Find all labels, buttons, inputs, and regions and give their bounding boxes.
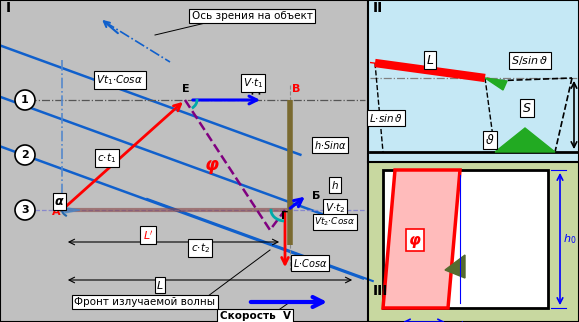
Text: Г: Г (281, 211, 288, 221)
Text: $L$: $L$ (426, 53, 434, 67)
Bar (368, 162, 579, 322)
Text: $L_0$: $L_0$ (459, 319, 472, 322)
Text: I: I (6, 1, 11, 15)
Polygon shape (383, 170, 460, 308)
Text: 2: 2 (21, 150, 29, 160)
Text: Е: Е (182, 84, 190, 94)
Text: $h{\cdot}Sin\alpha$: $h{\cdot}Sin\alpha$ (314, 139, 346, 151)
Text: $h$: $h$ (331, 179, 339, 191)
Circle shape (15, 200, 35, 220)
Text: $S$: $S$ (522, 101, 532, 115)
Text: 1: 1 (21, 95, 29, 105)
Text: III: III (373, 284, 389, 298)
Circle shape (15, 90, 35, 110)
Text: Фронт излучаемой волны: Фронт излучаемой волны (75, 297, 215, 307)
Text: $V{\cdot}t_2$: $V{\cdot}t_2$ (325, 201, 345, 215)
Text: В: В (292, 84, 301, 94)
Text: $c{\cdot}t_1$: $c{\cdot}t_1$ (97, 151, 116, 165)
Text: $L{\cdot}Cos\alpha$: $L{\cdot}Cos\alpha$ (292, 257, 327, 269)
Text: α: α (55, 195, 64, 208)
Text: $\vartheta$: $\vartheta$ (485, 133, 494, 147)
Text: $S/sin\,\vartheta$: $S/sin\,\vartheta$ (511, 53, 549, 67)
Text: $h_0$: $h_0$ (563, 232, 577, 246)
Bar (368, 0, 579, 162)
Text: $c{\cdot}t_2$: $c{\cdot}t_2$ (190, 241, 210, 255)
Text: II: II (373, 1, 383, 15)
Text: Д: Д (250, 84, 260, 94)
Text: φ: φ (409, 232, 421, 248)
Text: $L'$: $L'$ (142, 229, 153, 242)
Text: $Vt_1{\cdot}Cos\alpha$: $Vt_1{\cdot}Cos\alpha$ (97, 73, 144, 87)
Text: φ: φ (205, 156, 219, 174)
Text: А: А (52, 207, 61, 217)
Text: $L{\cdot}sin\,\vartheta$: $L{\cdot}sin\,\vartheta$ (369, 112, 403, 124)
Text: $V{\cdot}t_1$: $V{\cdot}t_1$ (243, 76, 263, 90)
Text: $Vt_2{\cdot}Cos\alpha$: $Vt_2{\cdot}Cos\alpha$ (314, 216, 356, 228)
Polygon shape (485, 78, 507, 90)
Text: Скорость  V: Скорость V (219, 311, 291, 321)
Polygon shape (445, 255, 465, 278)
Text: Б: Б (312, 191, 320, 201)
Polygon shape (64, 207, 80, 213)
Polygon shape (495, 128, 555, 152)
Bar (383, 170, 548, 308)
Bar (0, 0, 368, 322)
Text: Ось зрения на объект: Ось зрения на объект (192, 11, 313, 21)
Text: $L$: $L$ (156, 279, 164, 291)
Text: 3: 3 (21, 205, 29, 215)
Circle shape (15, 145, 35, 165)
